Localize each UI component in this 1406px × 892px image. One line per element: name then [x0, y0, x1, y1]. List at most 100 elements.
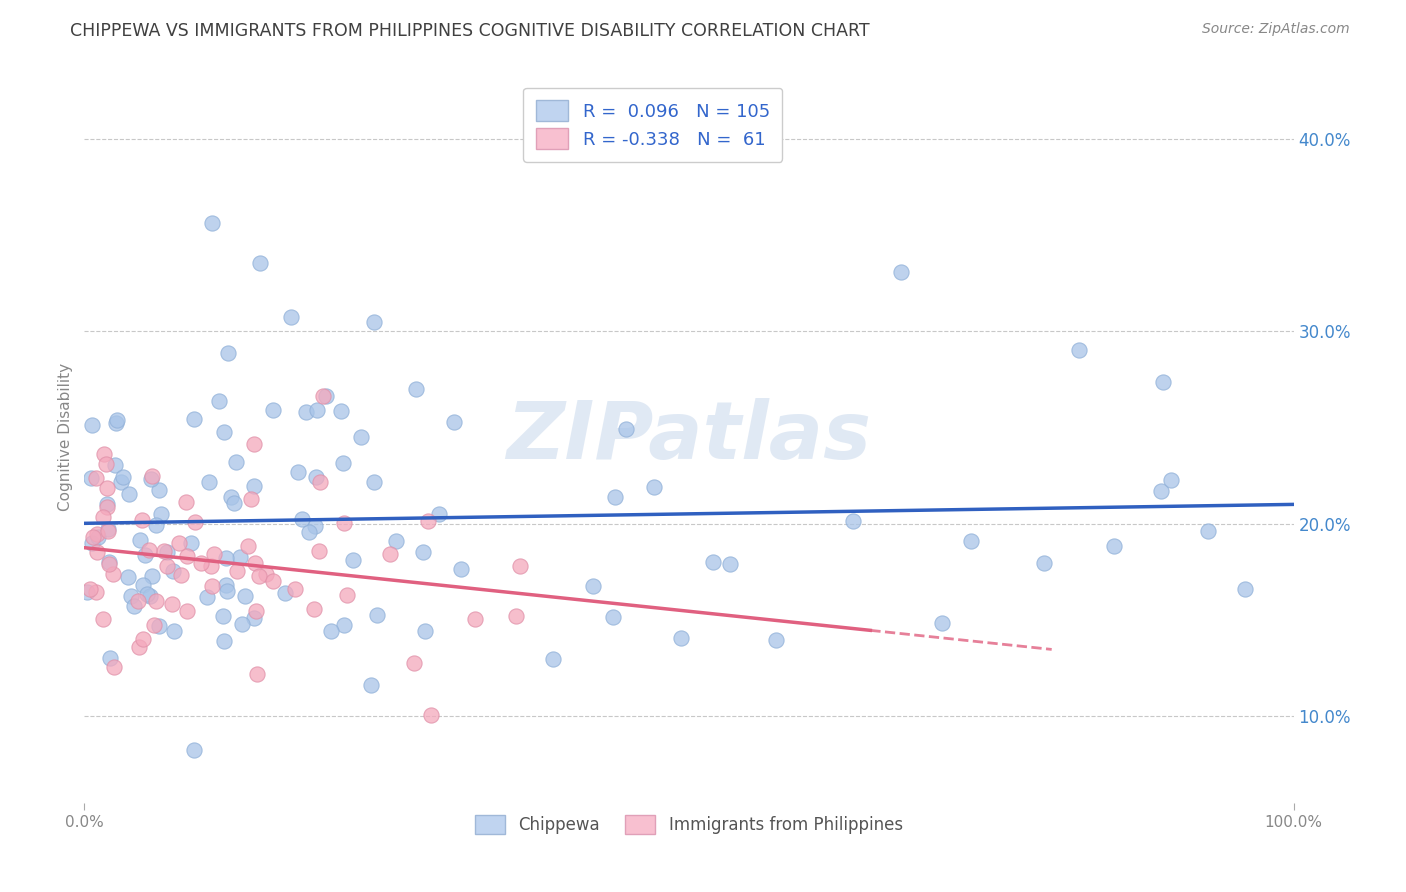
Point: [643, 480, 665, 494]
Point: [308, 544, 330, 558]
Point: [1033, 557, 1056, 571]
Point: [509, 559, 531, 574]
Point: [183, 743, 205, 757]
Point: [231, 617, 253, 632]
Point: [243, 556, 266, 570]
Point: [156, 559, 179, 574]
Point: [141, 568, 163, 582]
Point: [262, 402, 284, 417]
Point: [505, 608, 527, 623]
Point: [97, 555, 120, 569]
Point: [200, 558, 222, 573]
Point: [110, 475, 132, 490]
Point: [342, 553, 364, 567]
Point: [305, 403, 328, 417]
Point: [305, 470, 328, 484]
Point: [295, 405, 318, 419]
Point: [184, 515, 207, 529]
Point: [284, 582, 307, 596]
Point: [145, 518, 167, 533]
Point: [117, 569, 139, 583]
Point: [212, 609, 235, 624]
Point: [321, 624, 343, 638]
Point: [94, 457, 117, 471]
Point: [80, 418, 103, 433]
Point: [702, 555, 724, 569]
Point: [443, 415, 465, 429]
Point: [96, 497, 118, 511]
Point: [79, 582, 101, 596]
Point: [131, 577, 153, 591]
Point: [97, 524, 120, 538]
Point: [97, 557, 120, 571]
Point: [366, 608, 388, 623]
Point: [132, 632, 155, 647]
Point: [141, 472, 163, 486]
Point: [98, 651, 121, 665]
Point: [195, 590, 218, 604]
Point: [233, 590, 256, 604]
Point: [91, 612, 114, 626]
Point: [333, 618, 356, 632]
Point: [118, 486, 141, 500]
Point: [150, 508, 173, 522]
Point: [274, 586, 297, 600]
Point: [333, 516, 356, 531]
Point: [122, 599, 145, 614]
Point: [419, 707, 441, 722]
Point: [959, 533, 981, 548]
Point: [80, 471, 103, 485]
Point: [412, 544, 434, 558]
Point: [197, 475, 219, 489]
Point: [1197, 524, 1219, 538]
Point: [1152, 375, 1174, 389]
Point: [249, 256, 271, 270]
Point: [427, 508, 450, 522]
Point: [131, 513, 153, 527]
Point: [167, 536, 190, 550]
Point: [82, 530, 104, 544]
Point: [363, 475, 385, 490]
Point: [238, 540, 260, 554]
Point: [162, 564, 184, 578]
Point: [148, 483, 170, 497]
Point: [614, 422, 637, 436]
Point: [405, 382, 427, 396]
Point: [127, 594, 149, 608]
Point: [200, 216, 222, 230]
Point: [215, 578, 238, 592]
Point: [312, 388, 335, 402]
Point: [104, 416, 127, 430]
Point: [148, 618, 170, 632]
Point: [136, 587, 159, 601]
Point: [602, 610, 624, 624]
Point: [315, 389, 337, 403]
Point: [413, 624, 436, 638]
Point: [141, 469, 163, 483]
Point: [112, 469, 135, 483]
Point: [201, 578, 224, 592]
Point: [207, 394, 229, 409]
Point: [582, 579, 605, 593]
Point: [134, 548, 156, 562]
Point: [363, 315, 385, 329]
Point: [129, 533, 152, 547]
Point: [86, 527, 108, 541]
Point: [246, 667, 269, 681]
Point: [224, 496, 246, 510]
Point: [605, 491, 627, 505]
Point: [765, 632, 787, 647]
Point: [308, 475, 330, 489]
Point: [93, 447, 115, 461]
Point: [718, 557, 741, 571]
Point: [450, 562, 472, 576]
Point: [138, 589, 160, 603]
Point: [541, 652, 564, 666]
Point: [96, 481, 118, 495]
Point: [190, 556, 212, 570]
Point: [128, 640, 150, 654]
Point: [1234, 582, 1257, 597]
Point: [225, 455, 247, 469]
Point: [155, 544, 177, 558]
Point: [464, 611, 486, 625]
